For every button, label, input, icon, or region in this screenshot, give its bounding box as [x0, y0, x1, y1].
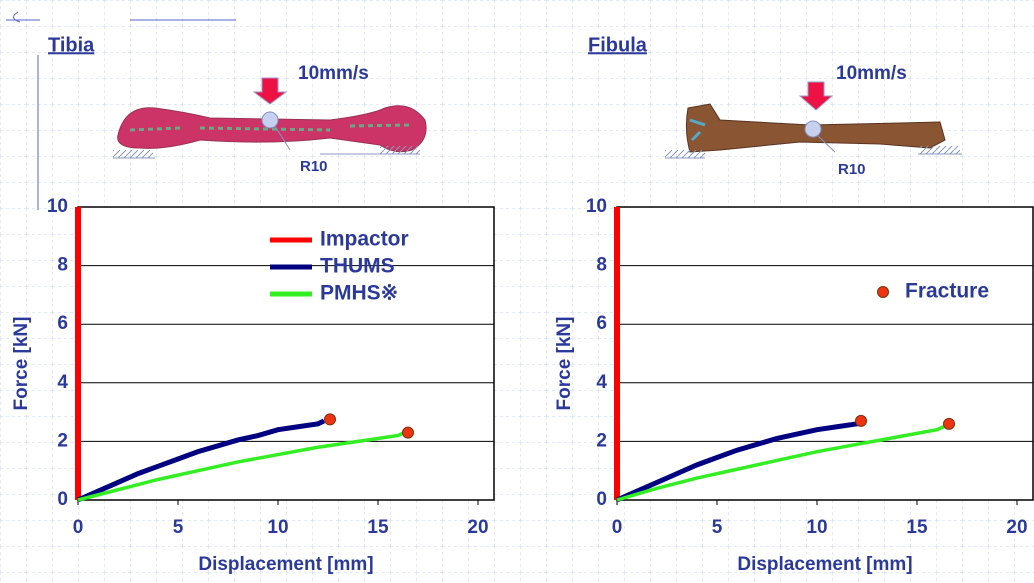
section-title: Tibia: [48, 34, 95, 56]
y-tick-label: 0: [57, 489, 68, 510]
y-tick-label: 10: [47, 196, 68, 217]
x-axis-label: Displacement [mm]: [737, 554, 912, 575]
x-tick-label: 5: [173, 517, 184, 538]
x-tick-label: 20: [467, 517, 488, 538]
x-tick-label: 10: [806, 517, 827, 538]
speed-label: 10mm/s: [836, 63, 907, 84]
speed-label: 10mm/s: [298, 63, 369, 84]
legend-label: THUMS: [320, 255, 395, 278]
y-tick-label: 6: [57, 313, 68, 334]
y-axis-label: Force [kN]: [11, 317, 32, 411]
fracture-point: [944, 418, 955, 429]
y-tick-label: 6: [596, 313, 607, 334]
x-tick-label: 15: [906, 517, 928, 538]
y-tick-label: 2: [596, 430, 607, 451]
x-tick-label: 15: [367, 517, 389, 538]
y-tick-label: 8: [57, 255, 68, 276]
x-tick-label: 5: [712, 517, 723, 538]
x-tick-label: 0: [612, 517, 623, 538]
plot-area: [78, 207, 494, 500]
x-tick-label: 10: [267, 517, 288, 538]
fracture-point: [325, 414, 336, 425]
section-title: Fibula: [588, 34, 648, 56]
legend-label: Impactor: [320, 228, 409, 251]
radius-label: R10: [838, 161, 866, 178]
legend-label: Fracture: [905, 280, 989, 303]
x-tick-label: 20: [1006, 517, 1027, 538]
plot-area: [617, 207, 1033, 500]
x-axis-label: Displacement [mm]: [198, 554, 373, 575]
radius-label: R10: [300, 158, 328, 175]
slide: Tibia10mm/sR10024681005101520Displacemen…: [0, 0, 1034, 583]
fracture-point: [856, 415, 867, 426]
y-tick-label: 10: [586, 196, 607, 217]
y-tick-label: 8: [596, 255, 607, 276]
legend-swatch: [878, 287, 889, 298]
y-tick-label: 2: [57, 430, 68, 451]
x-tick-label: 0: [73, 517, 84, 538]
fracture-point: [403, 427, 414, 438]
y-tick-label: 4: [57, 372, 68, 393]
y-tick-label: 0: [596, 489, 607, 510]
y-tick-label: 4: [596, 372, 607, 393]
y-axis-label: Force [kN]: [554, 317, 575, 411]
legend-label: PMHS※: [320, 282, 398, 305]
